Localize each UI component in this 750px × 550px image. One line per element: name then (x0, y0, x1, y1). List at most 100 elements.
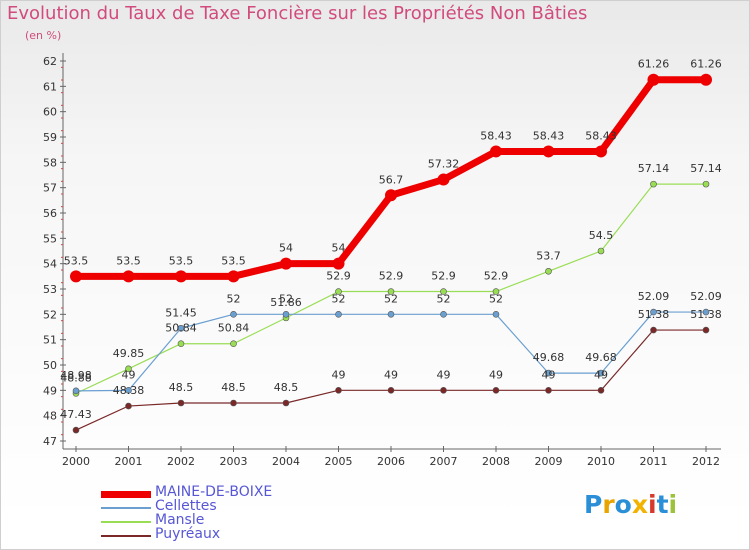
point-puyréaux-2005 (335, 387, 342, 394)
point-cellettes-2005 (335, 311, 342, 318)
data-label-cellettes-2006: 52 (384, 292, 398, 305)
data-label-puyréaux-2009: 49 (542, 368, 556, 381)
legend-label: Puyréaux (155, 526, 221, 542)
data-label-mansle-2003: 50.84 (218, 322, 250, 335)
point-mansle-2005 (335, 288, 342, 295)
point-cellettes-2010 (597, 369, 605, 377)
x-tick-label-2010: 2010 (587, 455, 615, 468)
data-label-cellettes-2007: 52 (437, 292, 451, 305)
point-puyréaux-2009 (545, 387, 552, 394)
data-label-maine-de-boixe-2003: 53.5 (221, 254, 246, 267)
legend-label: Mansle (155, 512, 205, 528)
data-label-maine-de-boixe-2002: 53.5 (169, 254, 194, 267)
data-label-mansle-2006: 52.9 (379, 270, 404, 283)
point-maine-de-boixe-2010 (595, 145, 607, 158)
y-axis-unit-label: (en %) (25, 29, 62, 42)
logo-letter: t (656, 490, 669, 519)
point-puyréaux-2002 (177, 399, 185, 407)
data-label-puyréaux-2007: 49 (437, 368, 451, 381)
data-label-mansle-2001: 49.85 (113, 347, 145, 360)
point-cellettes-2001 (125, 387, 132, 394)
data-label-cellettes-2000: 48.98 (60, 369, 92, 382)
legend-swatch (101, 521, 151, 523)
data-label-mansle-2009: 53.7 (536, 249, 561, 262)
point-cellettes-2003 (230, 311, 237, 318)
data-label-puyréaux-2010: 49 (594, 368, 608, 381)
point-maine-de-boixe-2006 (385, 189, 397, 202)
x-tick-label-2008: 2008 (482, 455, 510, 468)
point-puyréaux-2011 (650, 326, 657, 334)
data-label-cellettes-2004: 52 (279, 292, 293, 305)
y-tick-label-53: 53 (43, 283, 57, 296)
point-maine-de-boixe-2012 (700, 73, 712, 86)
point-puyréaux-2001 (125, 402, 132, 410)
y-tick-label-57: 57 (43, 182, 57, 195)
point-cellettes-2004 (282, 311, 290, 318)
data-label-mansle-2007: 52.9 (431, 270, 456, 283)
data-label-mansle-2004: 51.86 (270, 296, 302, 309)
point-puyréaux-2004 (282, 399, 290, 407)
y-tick-label-52: 52 (43, 308, 57, 321)
data-label-maine-de-boixe-2001: 53.5 (116, 254, 141, 267)
y-tick-label-49: 49 (43, 384, 57, 397)
data-label-puyréaux-2004: 48.5 (274, 381, 299, 394)
point-cellettes-2007 (440, 311, 447, 318)
data-label-maine-de-boixe-2005: 54 (332, 242, 346, 255)
data-label-maine-de-boixe-2011: 61.26 (638, 58, 670, 71)
data-label-maine-de-boixe-2008: 58.43 (480, 129, 512, 142)
point-mansle-2003 (230, 340, 237, 348)
y-tick-label-54: 54 (43, 258, 57, 271)
data-label-cellettes-2009: 49.68 (533, 351, 565, 364)
y-tick-label-61: 61 (43, 80, 57, 93)
point-cellettes-2012 (702, 308, 710, 316)
point-maine-de-boixe-2005 (332, 257, 345, 270)
data-label-puyréaux-2008: 49 (489, 368, 503, 381)
x-tick-label-2007: 2007 (430, 455, 458, 468)
data-label-puyréaux-2005: 49 (332, 368, 346, 381)
point-maine-de-boixe-2002 (175, 270, 187, 283)
data-label-mansle-2002: 50.84 (165, 322, 197, 335)
x-tick-label-2004: 2004 (272, 455, 300, 468)
data-label-mansle-2005: 52.9 (326, 270, 351, 283)
data-label-cellettes-2001: 49 (122, 368, 136, 381)
data-label-mansle-2008: 52.9 (484, 270, 509, 283)
data-label-maine-de-boixe-2007: 57.32 (428, 158, 460, 171)
legend-swatch (101, 507, 151, 509)
y-tick-label-47: 47 (43, 435, 57, 448)
data-label-cellettes-2003: 52 (227, 292, 241, 305)
data-label-cellettes-2010: 49.68 (585, 351, 617, 364)
data-label-puyréaux-2012: 51.38 (690, 308, 722, 321)
point-puyréaux-2007 (440, 387, 447, 394)
point-maine-de-boixe-2003 (227, 270, 240, 283)
data-label-puyréaux-2006: 49 (384, 368, 398, 381)
point-maine-de-boixe-2007 (437, 173, 450, 186)
data-label-mansle-2000: 48.88 (60, 371, 92, 384)
point-cellettes-2008 (492, 311, 500, 318)
x-tick-label-2006: 2006 (377, 455, 405, 468)
point-mansle-2008 (492, 288, 500, 295)
data-label-puyréaux-2002: 48.5 (169, 381, 194, 394)
data-label-cellettes-2011: 52.09 (638, 290, 670, 303)
point-mansle-2010 (597, 247, 605, 255)
x-tick-label-2009: 2009 (535, 455, 563, 468)
data-label-mansle-2012: 57.14 (690, 162, 722, 175)
data-label-maine-de-boixe-2012: 61.26 (690, 58, 722, 71)
data-label-mansle-2010: 54.5 (589, 229, 614, 242)
logo-letter: x (631, 490, 648, 519)
point-cellettes-2002 (177, 324, 185, 332)
point-puyréaux-2008 (492, 387, 500, 394)
y-tick-label-56: 56 (43, 207, 57, 220)
point-maine-de-boixe-2000 (70, 270, 82, 283)
y-tick-label-51: 51 (43, 334, 57, 347)
point-mansle-2011 (650, 180, 657, 188)
data-label-maine-de-boixe-2006: 56.7 (379, 173, 404, 186)
x-tick-label-2001: 2001 (115, 455, 143, 468)
y-tick-label-55: 55 (43, 232, 57, 245)
point-mansle-2002 (177, 340, 185, 348)
logo-letter: o (614, 490, 632, 519)
logo-letter: r (602, 490, 615, 519)
point-puyréaux-2006 (387, 387, 395, 394)
data-label-maine-de-boixe-2004: 54 (279, 242, 293, 255)
logo-letter: i (668, 490, 678, 519)
